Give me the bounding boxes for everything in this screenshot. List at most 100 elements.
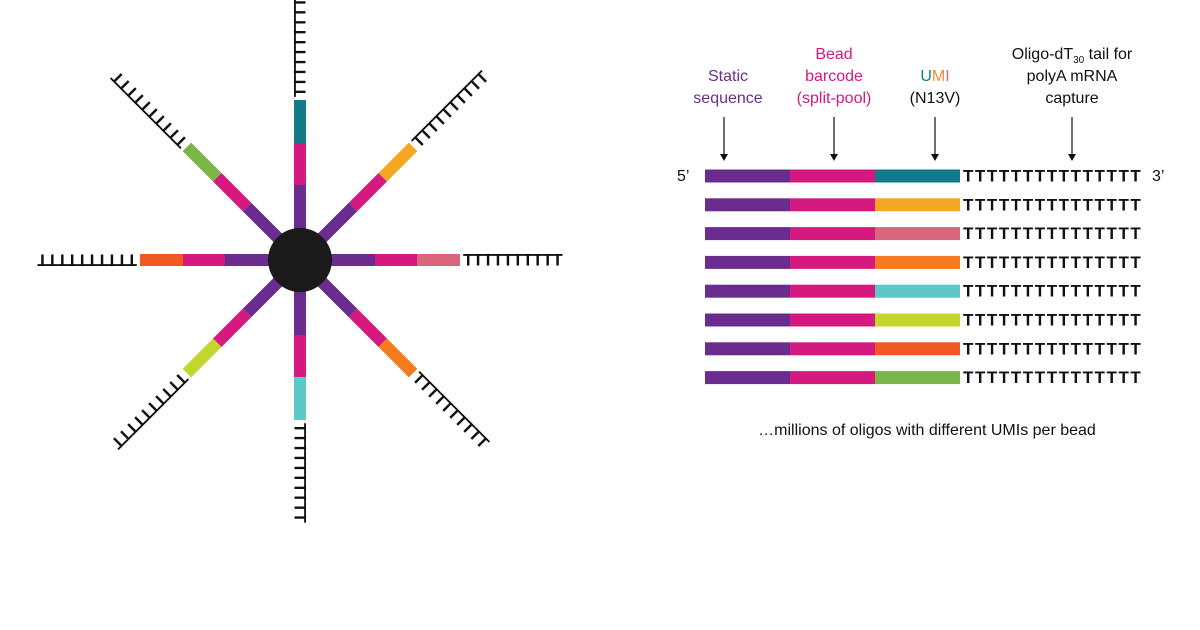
oligo-segment xyxy=(790,198,875,212)
oligo-segment xyxy=(875,227,960,241)
arrowheads xyxy=(720,154,1076,161)
spoke-segment xyxy=(348,308,387,347)
oligo-segment xyxy=(875,255,960,269)
five-prime: 5’ xyxy=(677,168,689,185)
spoke-poly-t: TTTTTTTTTT xyxy=(463,250,563,269)
oligo-segment xyxy=(705,284,790,298)
label-barcode: barcode xyxy=(805,68,863,85)
spoke-segment xyxy=(213,173,252,212)
label-static: Static xyxy=(708,68,748,85)
spoke-poly-t: TTTTTTTTTT xyxy=(290,0,309,97)
oligo-segment xyxy=(875,284,960,298)
oligo-poly-t: TTTTTTTTTTTTTTT xyxy=(963,166,1141,185)
three-prime: 3’ xyxy=(1152,168,1164,185)
spoke-segment xyxy=(225,254,270,266)
arrowhead xyxy=(720,154,728,161)
spoke-segment xyxy=(417,254,460,266)
arrowhead xyxy=(931,154,939,161)
spoke-poly-t: TTTTTTTTTT xyxy=(409,67,493,151)
spoke-segment xyxy=(183,254,225,266)
spoke: TTTTTTTTTT xyxy=(290,0,309,230)
oligo-segment xyxy=(705,227,790,241)
pointers xyxy=(723,117,1073,157)
spoke: TTTTTTTTTT xyxy=(37,251,270,270)
oligo-segment xyxy=(705,169,790,183)
oligo-segment xyxy=(705,313,790,327)
spoke-poly-t: TTTTTTTTTT xyxy=(409,369,493,453)
oligo-segment xyxy=(790,284,875,298)
label-tail: Oligo-dT30 tail for xyxy=(1012,46,1133,65)
spoke-poly-t: TTTTTTTTTT xyxy=(291,423,310,523)
oligo-segment xyxy=(705,342,790,356)
spoke-segment xyxy=(140,254,183,266)
tail-text: Oligo-dT xyxy=(1012,46,1074,63)
oligo-segment xyxy=(790,371,875,385)
oligo-segment xyxy=(790,255,875,269)
label-tail: capture xyxy=(1045,90,1098,107)
spoke-poly-t: TTTTTTTTTT xyxy=(107,369,191,453)
umi-letter: U xyxy=(920,68,932,85)
spoke: TTTTTTTTTT xyxy=(291,290,310,523)
spoke-segment xyxy=(330,254,375,266)
spoke: TTTTTTTTTT xyxy=(107,276,284,453)
spoke-segment xyxy=(182,338,222,378)
label-barcode: Bead xyxy=(815,46,852,63)
label-barcode: (split-pool) xyxy=(797,90,872,107)
spoke-segment xyxy=(294,290,306,335)
label-umi-spec: (N13V) xyxy=(910,90,961,107)
spoke-segment xyxy=(182,142,222,182)
oligo-poly-t: TTTTTTTTTTTTTTT xyxy=(963,282,1141,301)
spoke: TTTTTTTTTT xyxy=(316,276,493,453)
tail-text: tail for xyxy=(1084,46,1133,63)
spoke-segment xyxy=(316,202,358,244)
oligo-segment xyxy=(875,198,960,212)
spoke-segment xyxy=(348,173,387,212)
oligo-segment xyxy=(705,198,790,212)
oligo-segment xyxy=(875,169,960,183)
spoke-segment xyxy=(316,276,358,318)
spoke-poly-t: TTTTTTTTTT xyxy=(37,251,137,270)
spoke: TTTTTTTTTT xyxy=(330,250,563,269)
oligo-segment xyxy=(790,342,875,356)
oligo-poly-t: TTTTTTTTTTTTTTT xyxy=(963,310,1141,329)
oligo-poly-t: TTTTTTTTTTTTTTT xyxy=(963,339,1141,358)
spoke-segment xyxy=(213,308,252,347)
spoke-segment xyxy=(294,335,306,377)
oligo-segment xyxy=(790,313,875,327)
oligo-poly-t: TTTTTTTTTTTTTTT xyxy=(963,224,1141,243)
footnote: …millions of oligos with different UMIs … xyxy=(758,422,1096,439)
spoke-segment xyxy=(294,377,306,420)
spoke-segment xyxy=(242,202,284,244)
spoke-segment xyxy=(378,338,418,378)
oligo-poly-t: TTTTTTTTTTTTTTT xyxy=(963,368,1141,387)
arrowhead xyxy=(830,154,838,161)
oligo-poly-t: TTTTTTTTTTTTTTT xyxy=(963,253,1141,272)
umi-letter: M xyxy=(932,68,945,85)
oligo-segment xyxy=(875,342,960,356)
oligo-poly-t: TTTTTTTTTTTTTTT xyxy=(963,195,1141,214)
oligo-segment xyxy=(875,313,960,327)
spoke-segment xyxy=(378,142,418,182)
spoke-poly-t: TTTTTTTTTT xyxy=(107,67,191,151)
umi-letter: I xyxy=(945,68,949,85)
oligo-segment xyxy=(790,169,875,183)
arrowhead xyxy=(1068,154,1076,161)
spoke: TTTTTTTTTT xyxy=(316,67,493,244)
bead-core xyxy=(268,228,332,292)
oligo-segment xyxy=(875,371,960,385)
spoke-segment xyxy=(294,100,306,143)
spoke-segment xyxy=(242,276,284,318)
spoke: TTTTTTTTTT xyxy=(107,67,284,244)
oligo-segment xyxy=(705,371,790,385)
spoke-segment xyxy=(294,143,306,185)
oligo-segment xyxy=(705,255,790,269)
spoke-segment xyxy=(294,185,306,230)
label-umi: UMI xyxy=(920,68,949,85)
oligo-segment xyxy=(790,227,875,241)
label-tail: polyA mRNA xyxy=(1027,68,1118,85)
tail-subscript: 30 xyxy=(1073,55,1085,66)
label-static: sequence xyxy=(693,90,762,107)
spoke-segment xyxy=(375,254,417,266)
oligo-panel: Static sequence Bead barcode (split-pool… xyxy=(677,46,1164,439)
